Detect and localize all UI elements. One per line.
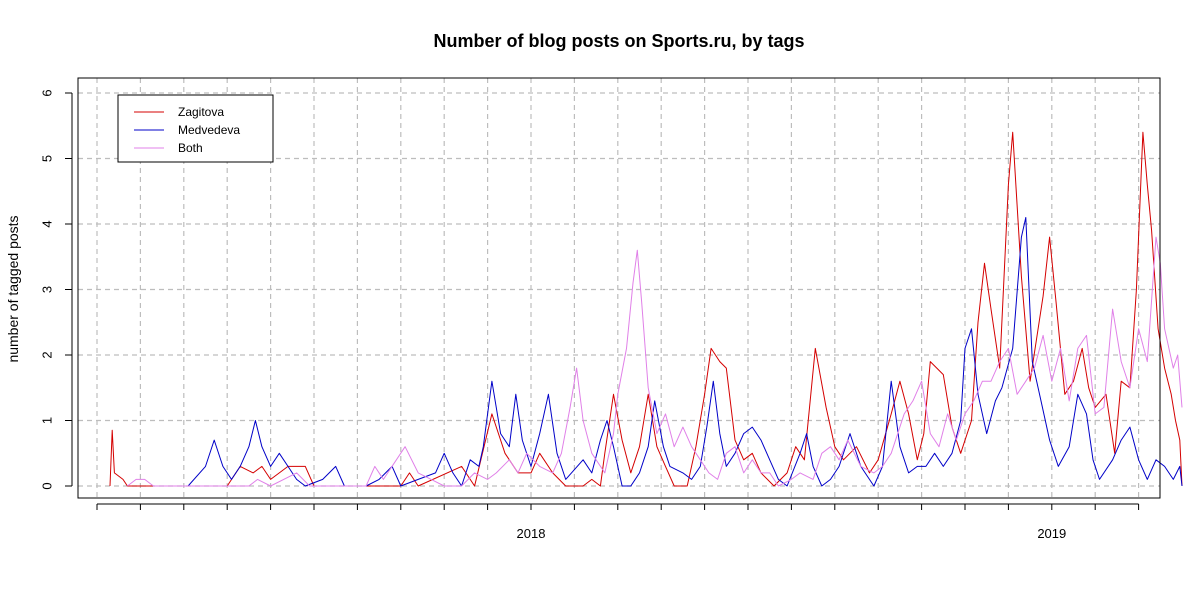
series-lines — [109, 131, 1183, 487]
legend-item-label: Medvedeva — [178, 123, 240, 137]
series-line-zagitova — [109, 131, 1183, 487]
y-tick-label: 3 — [40, 286, 55, 293]
y-axis-label: number of tagged posts — [5, 215, 21, 362]
x-axis: 2018 2019 — [96, 503, 1140, 541]
y-tick-label: 5 — [40, 155, 55, 162]
series-line-medvedeva — [187, 217, 1183, 487]
series-line-both — [127, 236, 1183, 487]
chart-title: Number of blog posts on Sports.ru, by ta… — [433, 31, 804, 51]
y-axis: 0 1 2 3 4 5 6 — [40, 89, 73, 490]
y-tick-label: 6 — [40, 89, 55, 96]
legend-box — [117, 94, 274, 163]
x-tick-label: 2019 — [1037, 526, 1066, 541]
y-tick-label: 1 — [40, 417, 55, 424]
legend: Zagitova Medvedeva Both — [117, 94, 274, 163]
x-tick-label: 2018 — [517, 526, 546, 541]
legend-item-label: Both — [178, 141, 203, 155]
y-tick-label: 4 — [40, 220, 55, 227]
y-tick-label: 0 — [40, 482, 55, 489]
legend-item-label: Zagitova — [178, 105, 224, 119]
y-tick-label: 2 — [40, 351, 55, 358]
plot-frame — [77, 77, 1161, 499]
